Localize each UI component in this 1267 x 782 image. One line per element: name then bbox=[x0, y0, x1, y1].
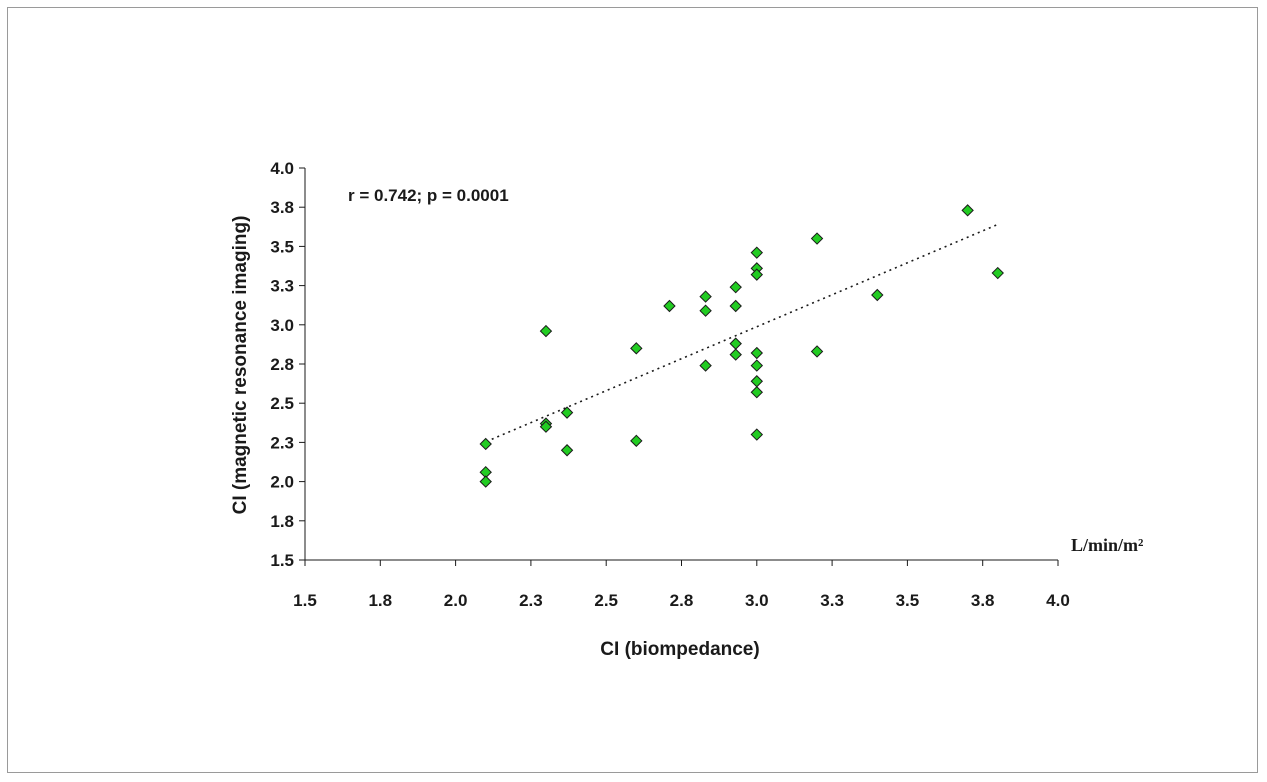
data-point bbox=[991, 266, 1004, 280]
correlation-annotation: r = 0.742; p = 0.0001 bbox=[348, 186, 509, 205]
data-point bbox=[810, 232, 824, 245]
data-point bbox=[663, 299, 676, 313]
y-tick-label: 2.8 bbox=[270, 355, 294, 374]
x-tick-label: 1.8 bbox=[368, 591, 392, 610]
axes bbox=[304, 168, 1058, 561]
y-tick-label: 2.5 bbox=[270, 394, 294, 413]
x-axis-title: CI (biompedance) bbox=[600, 639, 759, 660]
x-tick-label: 3.0 bbox=[745, 591, 769, 610]
x-tick-label: 2.3 bbox=[519, 591, 543, 610]
data-point bbox=[479, 475, 492, 488]
data-point bbox=[750, 375, 764, 388]
y-tick-label: 3.3 bbox=[270, 277, 294, 296]
x-tick-label: 2.0 bbox=[444, 591, 468, 610]
data-point bbox=[539, 420, 553, 433]
y-tick-label: 3.8 bbox=[270, 198, 294, 217]
data-point bbox=[729, 337, 742, 350]
x-tick-label: 4.0 bbox=[1046, 591, 1070, 610]
data-point bbox=[630, 342, 643, 355]
x-tick-label: 2.8 bbox=[670, 591, 694, 610]
y-tick-label: 3.0 bbox=[270, 316, 294, 335]
data-points bbox=[479, 204, 1004, 488]
data-point bbox=[750, 359, 764, 372]
data-point bbox=[630, 434, 643, 448]
data-point bbox=[479, 437, 492, 451]
x-tick-label: 3.3 bbox=[820, 591, 844, 610]
y-tick-label: 4.0 bbox=[270, 159, 294, 178]
data-point bbox=[750, 246, 764, 259]
x-tick-label: 3.8 bbox=[971, 591, 995, 610]
data-point bbox=[560, 406, 574, 419]
data-point bbox=[750, 346, 764, 360]
data-point bbox=[729, 348, 742, 361]
trendline bbox=[491, 223, 999, 441]
data-point bbox=[961, 204, 974, 217]
data-point bbox=[539, 324, 553, 338]
data-point bbox=[810, 345, 824, 358]
data-point bbox=[750, 268, 764, 281]
data-point bbox=[729, 280, 742, 294]
data-point bbox=[699, 359, 712, 372]
y-tick-label: 1.5 bbox=[270, 551, 294, 570]
y-tick-label: 1.8 bbox=[270, 512, 294, 531]
data-point bbox=[560, 444, 574, 457]
data-point bbox=[729, 299, 742, 313]
y-tick-label: 2.0 bbox=[270, 473, 294, 492]
data-point bbox=[750, 386, 764, 399]
data-point bbox=[750, 428, 764, 441]
x-tick-label: 1.5 bbox=[293, 591, 317, 610]
y-tick-label: 2.3 bbox=[270, 433, 294, 452]
y-axis-title: CI (magnetic resonance imaging) bbox=[230, 216, 251, 515]
x-tick-label: 3.5 bbox=[896, 591, 920, 610]
chart-frame bbox=[7, 7, 1258, 773]
x-ticks: 1.5 1.8 2.0 2.3 2.5 2.8 3.0 3.3 3.5 3.8 4.0 bbox=[293, 560, 1070, 610]
x-tick-label: 2.5 bbox=[594, 591, 618, 610]
y-ticks: 1.5 1.8 2.0 2.3 2.5 2.8 3.0 3.3 3.5 3.8 4.0 bbox=[270, 159, 305, 570]
data-point bbox=[871, 288, 884, 302]
data-point bbox=[699, 304, 712, 317]
data-point bbox=[699, 290, 712, 303]
unit-label: L/min/m² bbox=[1071, 535, 1143, 555]
y-tick-label: 3.5 bbox=[270, 237, 294, 256]
